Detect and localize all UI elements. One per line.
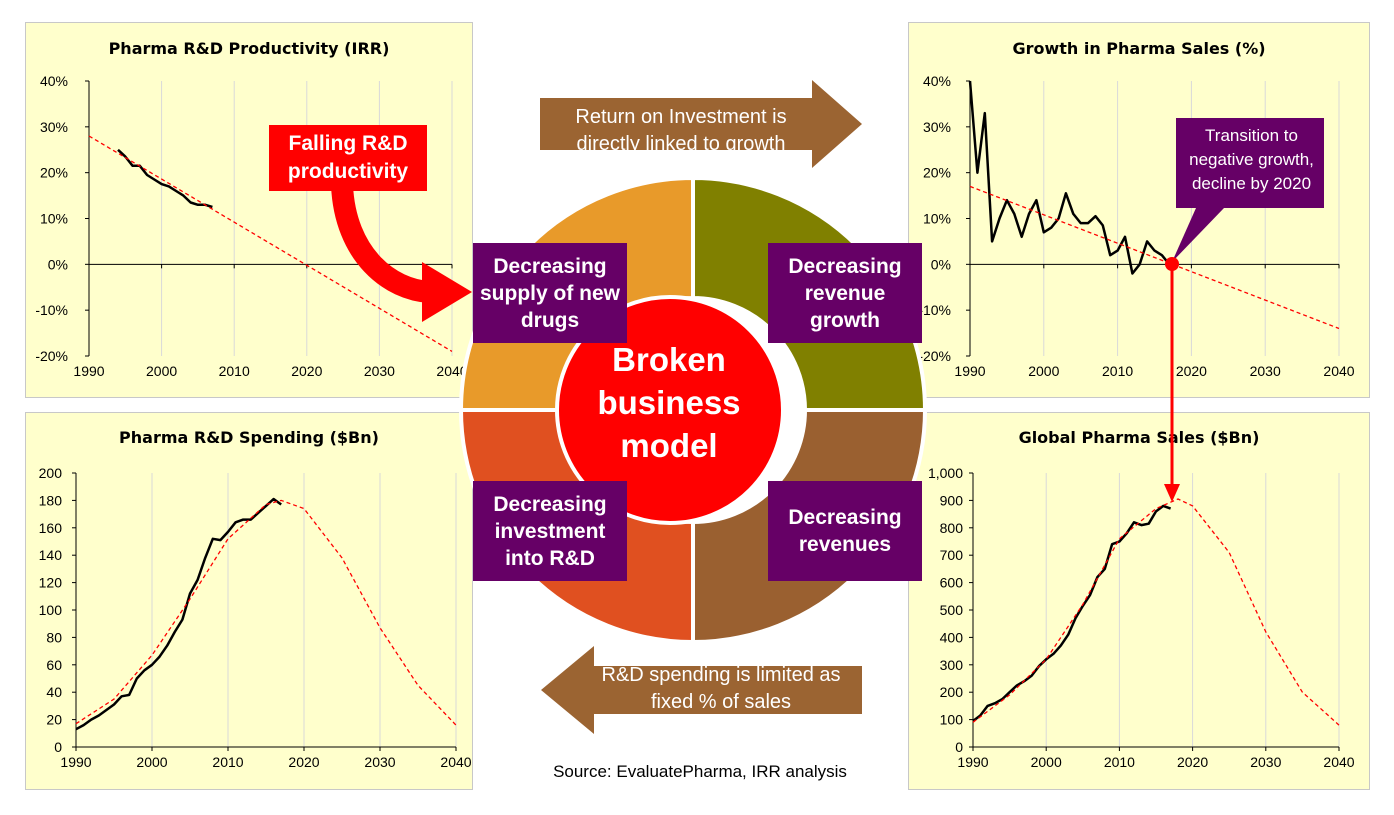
chart-title: Growth in Pharma Sales (%): [1012, 39, 1266, 58]
x-tick-label: 2000: [136, 754, 167, 770]
transition-label: Transition to negative growth, decline b…: [1189, 126, 1314, 193]
center-circle: [555, 295, 785, 525]
label-decreasing-supply: Decreasing supply of new drugs: [473, 243, 627, 343]
transition-marker: [1165, 257, 1179, 271]
x-tick-label: 2030: [1250, 363, 1281, 379]
trend-line: [75, 499, 457, 726]
y-tick-label: 40%: [40, 73, 68, 89]
y-tick-label: 40%: [923, 73, 951, 89]
label-decreasing-revenues: Decreasing revenues: [768, 481, 922, 581]
bottom-arrow: [541, 646, 862, 734]
y-tick-label: 0%: [48, 256, 68, 272]
label-decreasing-revenue-growth: Decreasing revenue growth: [768, 243, 922, 343]
y-tick-label: 20%: [40, 165, 68, 181]
label-decreasing-investment: Decreasing investment into R&D: [473, 481, 627, 581]
x-tick-label: 2010: [1102, 363, 1133, 379]
y-tick-label: 700: [940, 547, 964, 563]
x-tick-label: 2020: [288, 754, 319, 770]
irr-chart-panel: Pharma R&D Productivity (IRR) 40% 30% 20% 1…: [25, 22, 473, 398]
falling-arrowhead: [422, 262, 472, 322]
y-tick-label: 600: [940, 575, 964, 591]
trend-line: [972, 498, 1340, 726]
y-tick-label: 0%: [931, 256, 951, 272]
trend-line: [969, 185, 1340, 330]
trend-line: [88, 135, 453, 352]
y-tick-label: 1,000: [928, 465, 963, 481]
y-tick-label: 100: [940, 712, 964, 728]
y-tick-label: -10%: [918, 302, 951, 318]
x-tick-label: 2010: [1104, 754, 1135, 770]
y-tick-label: 300: [940, 657, 964, 673]
y-tick-label: 80: [46, 629, 62, 645]
sales-chart-panel: Global Pharma Sales ($Bn) 1,000 900 800 700…: [908, 412, 1370, 790]
x-tick-label: 2020: [1177, 754, 1208, 770]
x-tick-label: 2030: [364, 363, 395, 379]
y-tick-label: 900: [940, 492, 964, 508]
y-tick-label: 20%: [923, 165, 951, 181]
actual-line: [968, 80, 1171, 275]
y-tick-label: -20%: [918, 348, 951, 364]
y-tick-label: 10%: [40, 211, 68, 227]
y-tick-label: 200: [940, 684, 964, 700]
y-tick-label: 0: [955, 739, 963, 755]
x-tick-label: 2000: [146, 363, 177, 379]
y-tick-label: -20%: [35, 348, 68, 364]
y-tick-label: 30%: [40, 119, 68, 135]
transition-callout-pointer: [1172, 208, 1224, 262]
x-tick-label: 2030: [364, 754, 395, 770]
chart-title: Global Pharma Sales ($Bn): [1018, 428, 1260, 447]
x-tick-label: 2040: [436, 363, 467, 379]
x-tick-label: 2040: [1323, 363, 1354, 379]
chart-title: Pharma R&D Spending ($Bn): [119, 428, 379, 447]
transition-callout-box: [1176, 118, 1324, 208]
transition-arrowhead: [1164, 484, 1180, 502]
x-tick-label: 1990: [957, 754, 988, 770]
falling-label: Falling R&D productivity: [269, 125, 427, 191]
x-tick-label: 2020: [291, 363, 322, 379]
actual-line: [75, 497, 282, 731]
x-tick-label: 2010: [212, 754, 243, 770]
rd-spending-chart-panel: Pharma R&D Spending ($Bn) 200 180 160 140 12…: [25, 412, 473, 790]
irr-chart: 40% 30% 20% 10% 0% -10% -20% 1990 2000 2010 2020 20…: [35, 73, 467, 379]
y-tick-label: 40: [46, 684, 62, 700]
x-tick-label: 2000: [1031, 754, 1062, 770]
center-label: Broken business model: [597, 341, 741, 464]
y-tick-label: 30%: [923, 119, 951, 135]
y-tick-label: 0: [54, 739, 62, 755]
x-tick-label: 2040: [440, 754, 471, 770]
falling-curve-arrow: [331, 184, 432, 303]
y-tick-label: 400: [940, 629, 964, 645]
x-tick-label: 1990: [60, 754, 91, 770]
x-tick-label: 2010: [219, 363, 250, 379]
top-arrow: [540, 80, 862, 168]
x-tick-label: 2030: [1250, 754, 1281, 770]
x-tick-label: 2040: [1323, 754, 1354, 770]
y-tick-label: 60: [46, 657, 62, 673]
top-arrow-text: Return on Investment is directly linked …: [575, 106, 787, 155]
y-tick-label: 500: [940, 602, 964, 618]
bottom-arrow-text: R&D spending is limited as fixed % of sa…: [601, 664, 841, 713]
y-tick-label: -10%: [35, 302, 68, 318]
y-tick-label: 10%: [923, 211, 951, 227]
x-tick-label: 1990: [954, 363, 985, 379]
y-tick-label: 120: [39, 575, 63, 591]
y-tick-label: 800: [940, 520, 964, 536]
y-tick-label: 200: [39, 465, 63, 481]
x-tick-label: 2000: [1028, 363, 1059, 379]
x-tick-label: 1990: [73, 363, 104, 379]
chart-title: Pharma R&D Productivity (IRR): [108, 39, 390, 58]
y-tick-label: 20: [46, 712, 62, 728]
growth-chart-panel: Growth in Pharma Sales (%) 40% 30% 20% 10% 0…: [908, 22, 1370, 398]
y-tick-label: 160: [39, 520, 63, 536]
actual-line: [117, 148, 213, 209]
source-note: Source: EvaluatePharma, IRR analysis: [553, 762, 847, 781]
y-tick-label: 100: [39, 602, 63, 618]
y-tick-label: 180: [39, 492, 63, 508]
x-tick-label: 2020: [1176, 363, 1207, 379]
y-tick-label: 140: [39, 547, 63, 563]
